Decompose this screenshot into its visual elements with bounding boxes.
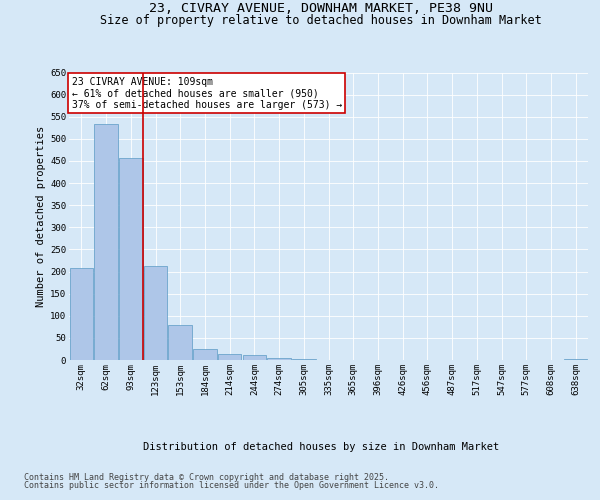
Bar <box>564 359 587 360</box>
Text: Contains public sector information licensed under the Open Government Licence v3: Contains public sector information licen… <box>24 481 439 490</box>
Bar <box>144 266 167 360</box>
Text: 23 CIVRAY AVENUE: 109sqm
← 61% of detached houses are smaller (950)
37% of semi-: 23 CIVRAY AVENUE: 109sqm ← 61% of detach… <box>71 77 342 110</box>
Bar <box>292 359 316 360</box>
Bar <box>94 124 118 360</box>
Bar <box>242 355 266 360</box>
Bar <box>193 349 217 360</box>
Bar <box>169 324 192 360</box>
Text: Size of property relative to detached houses in Downham Market: Size of property relative to detached ho… <box>100 14 542 27</box>
Bar <box>70 268 93 360</box>
Bar <box>119 158 143 360</box>
Text: Distribution of detached houses by size in Downham Market: Distribution of detached houses by size … <box>143 442 499 452</box>
Bar <box>268 358 291 360</box>
Bar <box>218 354 241 360</box>
Text: 23, CIVRAY AVENUE, DOWNHAM MARKET, PE38 9NU: 23, CIVRAY AVENUE, DOWNHAM MARKET, PE38 … <box>149 2 493 16</box>
Y-axis label: Number of detached properties: Number of detached properties <box>36 126 46 307</box>
Text: Contains HM Land Registry data © Crown copyright and database right 2025.: Contains HM Land Registry data © Crown c… <box>24 472 389 482</box>
